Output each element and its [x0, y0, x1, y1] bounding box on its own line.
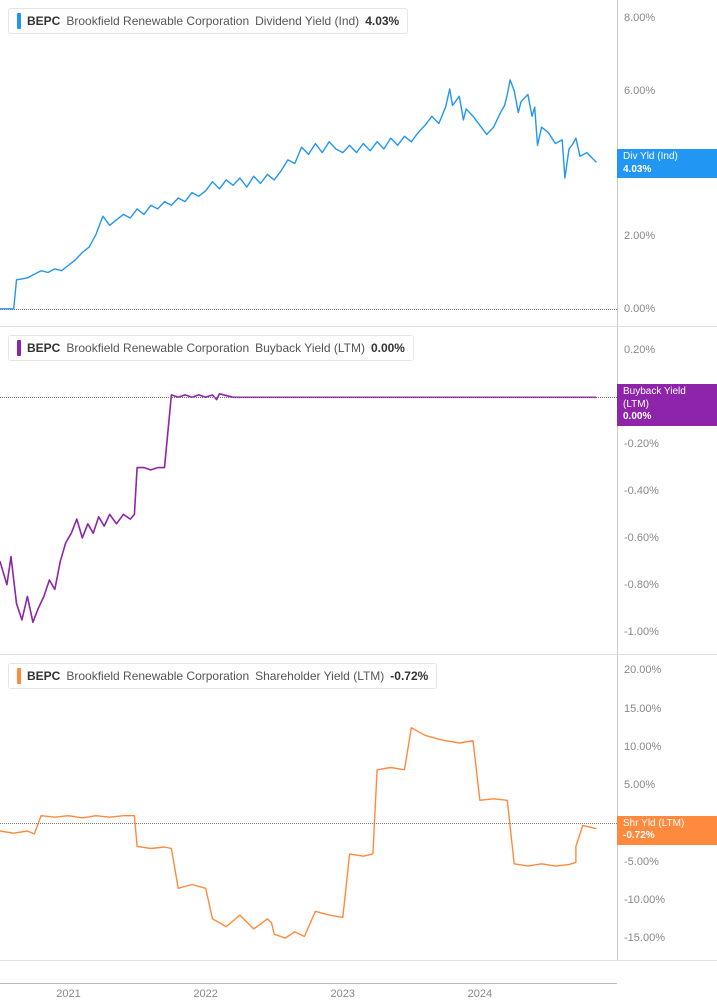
chart-area-shr[interactable]	[0, 655, 617, 960]
legend-name: Brookfield Renewable Corporation	[66, 14, 249, 28]
chart-area-div[interactable]	[0, 0, 617, 326]
y-tick-label: 15.00%	[624, 703, 661, 715]
y-axis-buy: -1.00% -0.80% -0.60% -0.40% -0.20% 0.00% 0.20%	[617, 327, 717, 654]
legend-buy: BEPC Brookfield Renewable Corporation Bu…	[8, 335, 414, 361]
y-axis-shr: -15.00%-10.00%-5.00%0.00%5.00%10.00%15.0…	[617, 655, 717, 960]
value-badge-shr: Shr Yld (LTM) -0.72%	[617, 816, 717, 845]
legend-color-bar	[17, 668, 21, 684]
x-tick-label: 2022	[193, 988, 217, 1000]
legend-value: -0.72%	[390, 669, 428, 683]
zero-line	[0, 397, 617, 398]
x-tick-label: 2023	[331, 988, 355, 1000]
y-tick-label: 2.00%	[624, 230, 655, 242]
legend-div: BEPC Brookfield Renewable Corporation Di…	[8, 8, 408, 34]
legend-name: Brookfield Renewable Corporation	[66, 669, 249, 683]
buyback-yield-panel: BEPC Brookfield Renewable Corporation Bu…	[0, 327, 717, 655]
y-tick-label: 8.00%	[624, 12, 655, 24]
y-tick-label: 0.00%	[624, 303, 655, 315]
badge-label: Buyback Yield (LTM)	[623, 386, 711, 411]
badge-label: Div Yld (Ind)	[623, 151, 711, 164]
badge-label: Shr Yld (LTM)	[623, 818, 711, 831]
zero-line	[0, 309, 617, 310]
badge-value: 0.00%	[623, 411, 711, 424]
legend-color-bar	[17, 340, 21, 356]
y-tick-label: -0.20%	[624, 438, 659, 450]
y-tick-label: -0.40%	[624, 485, 659, 497]
x-axis: 2021 2022 2023 2024	[0, 983, 617, 1005]
legend-metric: Buyback Yield (LTM)	[255, 341, 365, 355]
y-tick-label: 20.00%	[624, 664, 661, 676]
legend-ticker: BEPC	[27, 14, 60, 28]
legend-ticker: BEPC	[27, 669, 60, 683]
legend-value: 4.03%	[365, 14, 399, 28]
y-tick-label: 10.00%	[624, 741, 661, 753]
y-tick-label: -10.00%	[624, 894, 665, 906]
badge-value: 4.03%	[623, 164, 711, 177]
y-tick-label: 6.00%	[624, 85, 655, 97]
badge-value: -0.72%	[623, 830, 711, 843]
y-tick-label: -15.00%	[624, 932, 665, 944]
value-badge-div: Div Yld (Ind) 4.03%	[617, 149, 717, 178]
legend-metric: Dividend Yield (Ind)	[255, 14, 359, 28]
x-tick-label: 2024	[468, 988, 492, 1000]
y-tick-label: 5.00%	[624, 779, 655, 791]
legend-shr: BEPC Brookfield Renewable Corporation Sh…	[8, 663, 437, 689]
shareholder-yield-panel: BEPC Brookfield Renewable Corporation Sh…	[0, 655, 717, 961]
y-tick-label: -0.60%	[624, 532, 659, 544]
zero-line	[0, 823, 617, 824]
dividend-yield-panel: BEPC Brookfield Renewable Corporation Di…	[0, 0, 717, 327]
x-tick-label: 2021	[56, 988, 80, 1000]
value-badge-buy: Buyback Yield (LTM) 0.00%	[617, 384, 717, 426]
legend-metric: Shareholder Yield (LTM)	[255, 669, 384, 683]
y-tick-label: -5.00%	[624, 856, 659, 868]
chart-area-buy[interactable]	[0, 327, 617, 654]
y-tick-label: -0.80%	[624, 579, 659, 591]
y-tick-label: -1.00%	[624, 626, 659, 638]
legend-color-bar	[17, 13, 21, 29]
legend-value: 0.00%	[371, 341, 405, 355]
legend-ticker: BEPC	[27, 341, 60, 355]
y-tick-label: 0.20%	[624, 344, 655, 356]
legend-name: Brookfield Renewable Corporation	[66, 341, 249, 355]
